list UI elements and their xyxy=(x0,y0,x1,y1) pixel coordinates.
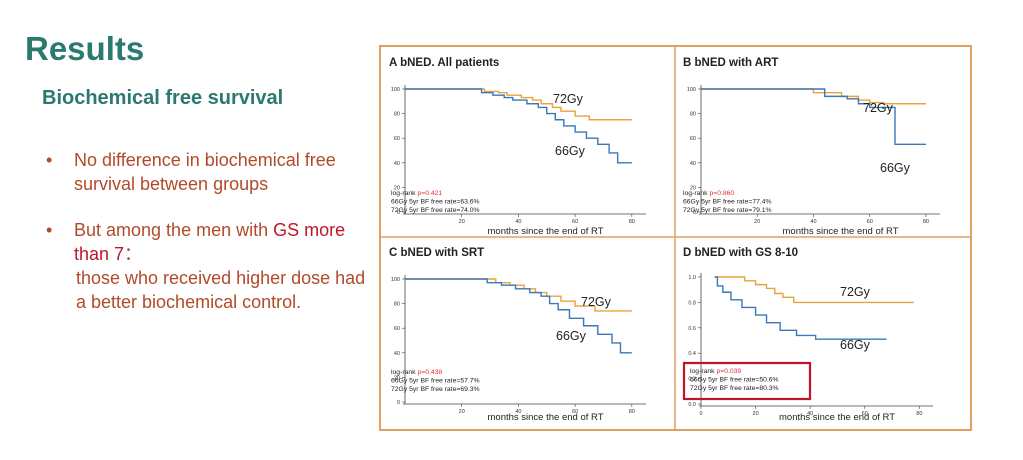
y-tick-label: 20 xyxy=(394,185,400,191)
legend-stat: 66Gy 5yr BF free rate=50.6% xyxy=(690,377,779,384)
y-tick-label: 20 xyxy=(690,185,696,191)
series-label: 66Gy xyxy=(840,338,871,352)
x-tick-label: 60 xyxy=(572,219,578,225)
y-tick-label: 0.2 xyxy=(688,377,696,383)
legend-logrank: log-rank p=0.860 xyxy=(683,190,734,197)
y-tick-label: 80 xyxy=(394,302,400,308)
y-tick-label: 0 xyxy=(397,210,400,216)
series-line-66Gy xyxy=(714,276,887,340)
y-tick-label: 40 xyxy=(394,161,400,167)
y-tick-label: 1.0 xyxy=(688,275,696,281)
logrank-label: log-rank xyxy=(391,190,417,197)
y-tick-label: 40 xyxy=(690,161,696,167)
series-label: 72Gy xyxy=(840,285,871,299)
x-tick-label: 20 xyxy=(754,219,760,225)
slide-subtitle: Biochemical free survival xyxy=(42,87,284,109)
bullet-text: No difference in biochemical free surviv… xyxy=(74,150,336,194)
y-tick-label: 20 xyxy=(394,375,400,381)
series-label: 66Gy xyxy=(555,144,586,158)
y-tick-label: 100 xyxy=(391,277,400,283)
y-tick-label: 0 xyxy=(693,210,696,216)
y-tick-label: 80 xyxy=(690,112,696,118)
x-tick-label: 20 xyxy=(459,409,465,415)
y-tick-label: 100 xyxy=(687,87,696,93)
series-label: 72Gy xyxy=(553,92,584,106)
chart-title: D bNED with GS 8-10 xyxy=(683,247,798,259)
y-tick-label: 80 xyxy=(394,112,400,118)
bullet-text-suffix: ： xyxy=(124,244,143,264)
legend-stat: 66Gy 5yr BF free rate=63.6% xyxy=(391,199,480,206)
slide-title: Results xyxy=(25,30,145,67)
chart-title: B bNED with ART xyxy=(683,57,778,69)
y-tick-label: 0.6 xyxy=(688,326,696,332)
x-tick-label: 40 xyxy=(807,411,813,417)
x-tick-label: 80 xyxy=(629,409,635,415)
bullet-continuation: those who received higher dose had a bet… xyxy=(76,268,366,312)
x-tick-label: 40 xyxy=(515,219,521,225)
y-tick-label: 100 xyxy=(391,87,400,93)
logrank-label: log-rank xyxy=(683,190,709,197)
legend-stat: 72Gy 5yr BF free rate=74.0% xyxy=(391,207,480,214)
bullet-highlight: GS more than 7 xyxy=(74,220,346,264)
p-value: p=0.039 xyxy=(716,368,741,375)
p-value: p=0.438 xyxy=(417,369,442,376)
x-tick-label: 60 xyxy=(867,219,873,225)
x-tick-label: 20 xyxy=(459,219,465,225)
y-tick-label: 60 xyxy=(394,136,400,142)
km-charts: A bNED. All patients 100 80 60 40 20 0 20 40 60 80… xyxy=(381,47,970,429)
legend-stat: 66Gy 5yr BF free rate=77.4% xyxy=(683,199,772,206)
y-tick-label: 0 xyxy=(397,400,400,406)
y-tick-label: 60 xyxy=(690,136,696,142)
y-tick-label: 0.4 xyxy=(688,351,696,357)
series-line-66Gy xyxy=(405,88,632,164)
highlight-box xyxy=(682,361,812,401)
y-tick-label: 40 xyxy=(394,351,400,357)
logrank-label: log-rank xyxy=(690,368,716,375)
x-tick-label: 80 xyxy=(629,219,635,225)
legend-stat: 72Gy 5yr BF free rate=80.3% xyxy=(690,385,779,392)
bullet-item: • But among the men with GS more than 7： xyxy=(46,218,366,266)
series-label: 66Gy xyxy=(880,161,911,175)
km-figure: A bNED. All patients 100 80 60 40 20 0 20 40 60 80… xyxy=(379,45,972,431)
p-value: p=0.860 xyxy=(709,190,734,197)
x-tick-label: 40 xyxy=(515,409,521,415)
x-tick-label: 80 xyxy=(916,411,922,417)
chart-title: A bNED. All patients xyxy=(389,57,499,69)
legend-logrank: log-rank p=0.039 xyxy=(690,368,741,375)
legend-stat: 66Gy 5yr BF free rate=57.7% xyxy=(391,378,480,385)
legend-stat: 72Gy 5yr BF free rate=69.3% xyxy=(391,386,480,393)
bullet-item: • No difference in biochemical free surv… xyxy=(46,148,366,196)
x-tick-label: 60 xyxy=(572,409,578,415)
legend-stat: 72Gy 5yr BF free rate=79.1% xyxy=(683,207,772,214)
logrank-label: log-rank xyxy=(391,369,417,376)
x-tick-label: 80 xyxy=(923,219,929,225)
p-value: p=0.421 xyxy=(417,190,442,197)
y-tick-label: 0.0 xyxy=(688,402,696,408)
bullet-list: • No difference in biochemical free surv… xyxy=(46,148,366,314)
x-axis-label: months since the end of RT xyxy=(488,412,604,423)
x-tick-label: 0 xyxy=(699,411,702,417)
x-tick-label: 60 xyxy=(862,411,868,417)
bullet-dot-icon: • xyxy=(46,150,53,170)
y-tick-label: 0.8 xyxy=(688,300,696,306)
series-line-66Gy xyxy=(701,88,926,146)
series-line-72Gy xyxy=(405,88,632,121)
x-axis-label: months since the end of RT xyxy=(488,226,604,237)
y-tick-label: 60 xyxy=(394,326,400,332)
series-line-72Gy xyxy=(714,276,914,304)
x-axis-label: months since the end of RT xyxy=(783,226,899,237)
x-tick-label: 40 xyxy=(810,219,816,225)
series-label: 72Gy xyxy=(581,295,612,309)
bullet-dot-icon: • xyxy=(46,220,53,240)
chart-title: C bNED with SRT xyxy=(389,247,484,259)
bullet-text-prefix: But among the men with xyxy=(74,220,274,240)
series-label: 72Gy xyxy=(863,101,894,115)
series-label: 66Gy xyxy=(556,329,587,343)
legend-logrank: log-rank p=0.421 xyxy=(391,190,442,197)
x-tick-label: 20 xyxy=(753,411,759,417)
x-axis-label: months since the end of RT xyxy=(779,412,895,423)
legend-logrank: log-rank p=0.438 xyxy=(391,369,442,376)
series-line-66Gy xyxy=(405,278,632,354)
